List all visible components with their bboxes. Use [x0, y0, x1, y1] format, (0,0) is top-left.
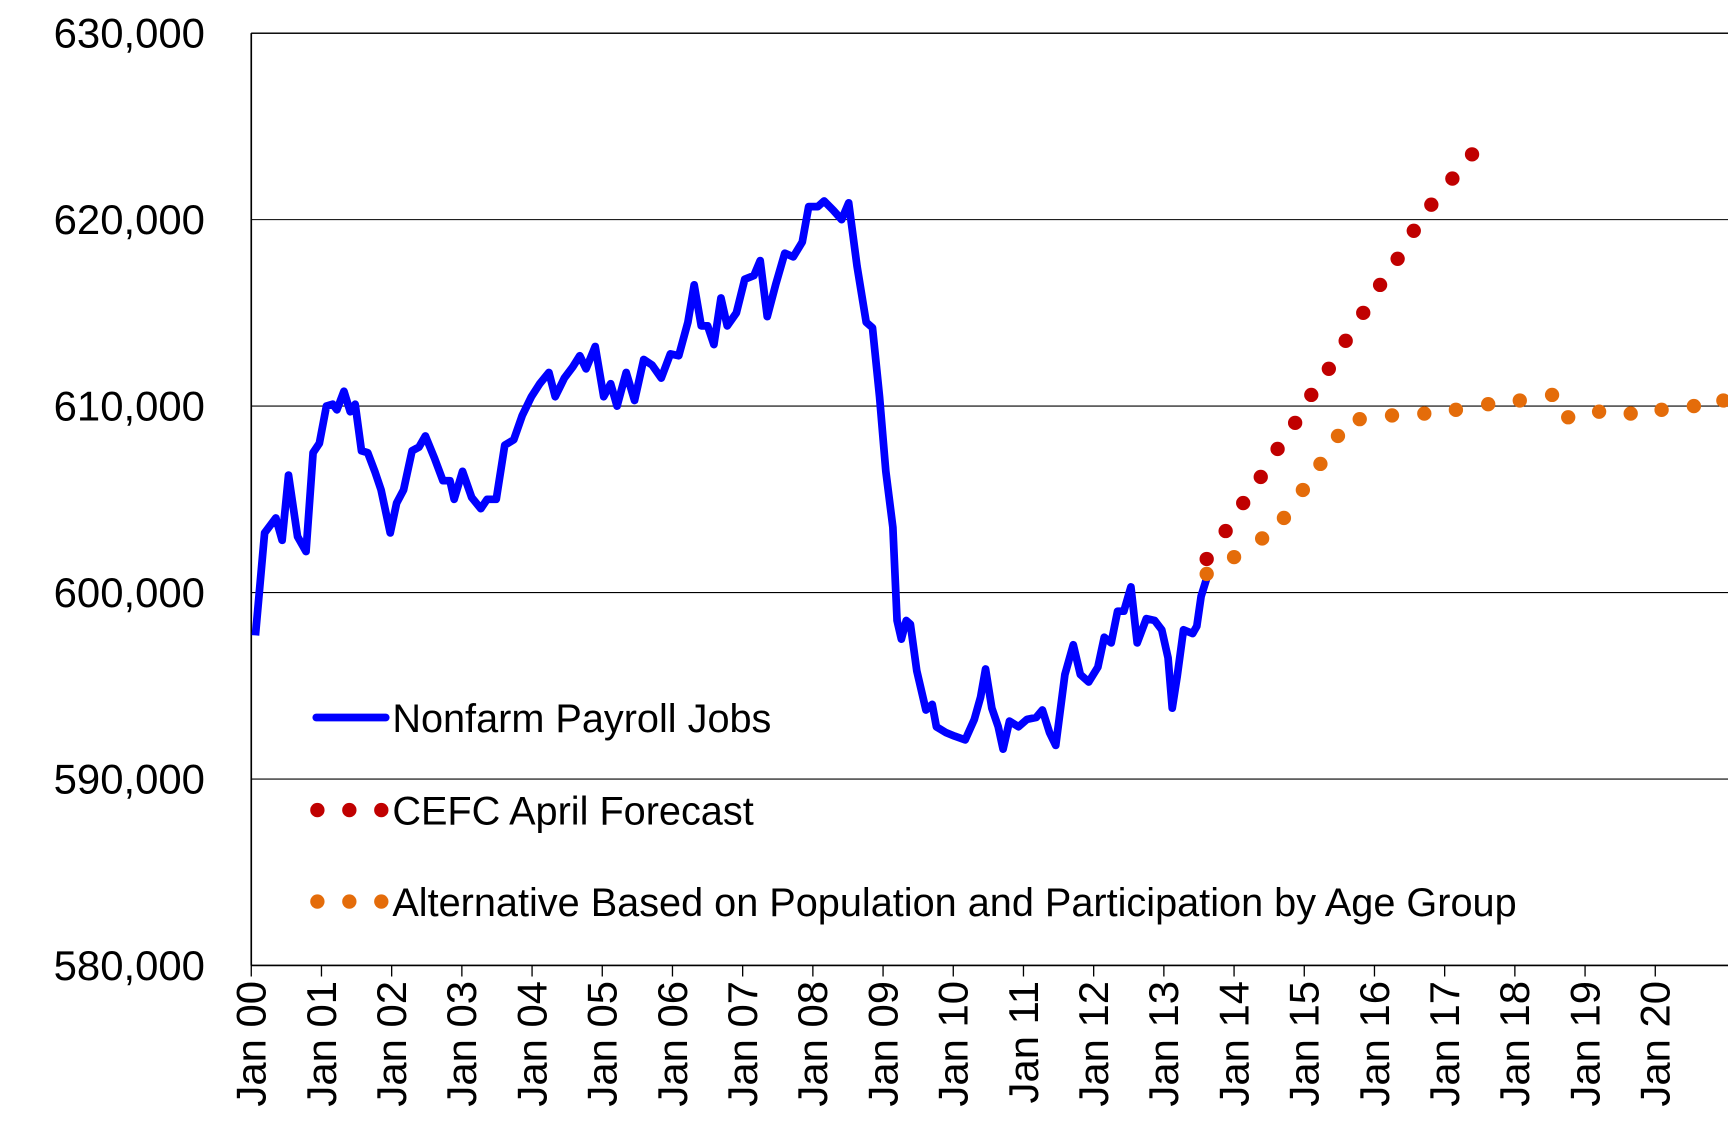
plot-area	[251, 147, 1728, 754]
series-dot	[1561, 410, 1576, 425]
y-tick-label: 630,000	[54, 9, 205, 56]
series-dot	[1226, 549, 1242, 565]
series-dot	[1384, 408, 1400, 423]
x-tick-label: Jan 17	[1421, 981, 1468, 1107]
series-dot	[1321, 361, 1336, 376]
series-dot	[1313, 456, 1328, 472]
y-tick-label: 600,000	[54, 569, 205, 616]
series-dot	[1356, 305, 1371, 321]
series-dot	[1417, 406, 1432, 421]
series-dot	[1544, 387, 1560, 403]
x-tick-label: Jan 11	[1000, 981, 1047, 1104]
series-dot	[1295, 482, 1311, 498]
series-dot	[1406, 223, 1421, 238]
x-tick-label: Jan 19	[1561, 981, 1608, 1107]
series-dot	[1464, 147, 1480, 162]
series-dot	[1338, 333, 1353, 348]
x-tick-label: Jan 02	[368, 981, 415, 1107]
x-tick-label: Jan 01	[298, 981, 345, 1107]
x-tick-label: Jan 00	[228, 981, 275, 1107]
x-tick-label: Jan 05	[579, 981, 626, 1107]
legend-swatch	[374, 894, 389, 909]
series-dot	[1287, 415, 1303, 431]
y-tick-label: 620,000	[54, 196, 205, 243]
x-tick-label: Jan 10	[930, 981, 977, 1107]
series-dot	[1352, 411, 1367, 427]
series-dot	[1623, 406, 1638, 421]
legend-swatch	[310, 894, 325, 909]
x-tick-label: Jan 15	[1281, 981, 1328, 1107]
series-dot	[1445, 171, 1460, 186]
x-tick-label: Jan 14	[1210, 981, 1257, 1107]
legend-label: CEFC April Forecast	[392, 789, 753, 833]
x-tick-label: Jan 20	[1632, 981, 1679, 1107]
legend-swatch	[374, 802, 389, 818]
labels: 580,000 590,000 600,000 610,000 620,000 630,0…	[54, 9, 1679, 1106]
series-dot	[1448, 402, 1464, 417]
x-tick-label: Jan 12	[1070, 981, 1117, 1107]
series-line	[251, 197, 1212, 754]
series-dot	[1591, 404, 1607, 419]
legend-label: Nonfarm Payroll Jobs	[392, 697, 771, 741]
x-tick-label: Jan 18	[1491, 981, 1538, 1107]
legend-label: Alternative Based on Population and Part…	[392, 881, 1516, 925]
series-dot	[1390, 251, 1405, 266]
series-dot	[1254, 531, 1270, 546]
legend-swatch	[342, 802, 357, 818]
series-dot	[1218, 523, 1233, 539]
y-tick-label: 590,000	[54, 755, 205, 802]
series-dot	[1304, 387, 1319, 403]
x-tick-label: Jan 09	[859, 981, 906, 1107]
legend-swatch	[310, 802, 325, 818]
legend-swatch	[342, 894, 357, 909]
series-dot	[1276, 510, 1292, 526]
x-tick-label: Jan 04	[508, 981, 555, 1107]
series-dot	[1199, 551, 1214, 567]
series-dot	[1372, 277, 1388, 293]
series-dot	[1654, 402, 1669, 417]
series-dot	[1716, 393, 1728, 408]
x-tick-label: Jan 08	[789, 981, 836, 1107]
x-tick-label: Jan 03	[438, 981, 485, 1107]
series-dot	[1424, 197, 1439, 212]
series-dot	[1330, 428, 1346, 444]
series-dot	[1686, 398, 1702, 414]
series-dot	[1481, 397, 1496, 412]
y-tick-label: 610,000	[54, 382, 205, 429]
series-dot	[1199, 566, 1214, 582]
y-tick-label: 580,000	[54, 942, 205, 989]
series-dot	[1253, 469, 1268, 485]
series-dot	[1512, 393, 1527, 408]
x-tick-label: Jan 13	[1140, 981, 1187, 1107]
series-dot	[1236, 495, 1251, 511]
x-tick-label: Jan 06	[649, 981, 696, 1107]
x-tick-label: Jan 16	[1351, 981, 1398, 1107]
x-tick-label: Jan 07	[719, 981, 766, 1107]
series-dot	[1270, 441, 1285, 457]
